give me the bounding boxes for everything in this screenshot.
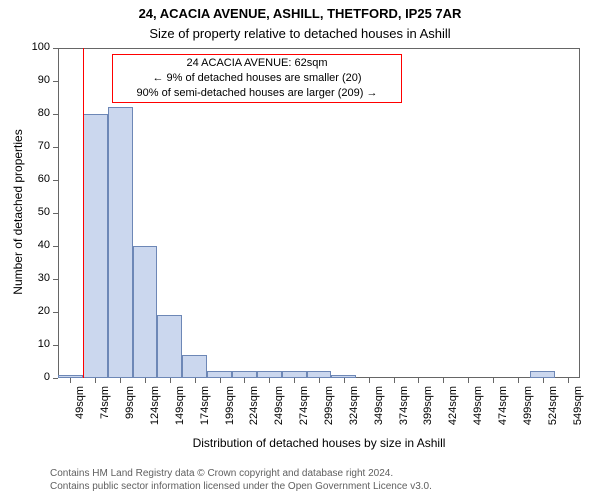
x-tick-label: 524sqm — [547, 386, 559, 436]
x-tick-label: 274sqm — [298, 386, 310, 436]
x-tick-mark — [518, 378, 519, 383]
y-tick-label: 90 — [20, 74, 50, 86]
histogram-bar — [257, 371, 282, 378]
x-tick-label: 249sqm — [273, 386, 285, 436]
histogram-bar — [83, 114, 108, 378]
y-tick-mark — [53, 378, 58, 379]
x-tick-mark — [70, 378, 71, 383]
histogram-bar — [232, 371, 257, 378]
x-tick-mark — [145, 378, 146, 383]
histogram-bar — [157, 315, 182, 378]
x-tick-mark — [418, 378, 419, 383]
annotation-line: 24 ACACIA AVENUE: 62sqm — [115, 56, 399, 71]
chart-title: 24, ACACIA AVENUE, ASHILL, THETFORD, IP2… — [0, 6, 600, 21]
x-tick-mark — [294, 378, 295, 383]
y-tick-mark — [53, 213, 58, 214]
x-tick-label: 549sqm — [572, 386, 584, 436]
y-tick-label: 50 — [20, 206, 50, 218]
histogram-bar — [58, 375, 83, 378]
x-tick-mark — [220, 378, 221, 383]
y-tick-mark — [53, 147, 58, 148]
x-tick-label: 424sqm — [447, 386, 459, 436]
annotation-line: 90% of semi-detached houses are larger (… — [115, 86, 399, 101]
histogram-bar — [530, 371, 555, 378]
x-tick-label: 349sqm — [373, 386, 385, 436]
x-tick-mark — [319, 378, 320, 383]
x-tick-mark — [369, 378, 370, 383]
x-tick-label: 474sqm — [497, 386, 509, 436]
x-tick-mark — [170, 378, 171, 383]
x-tick-label: 399sqm — [422, 386, 434, 436]
x-tick-mark — [543, 378, 544, 383]
histogram-bar — [307, 371, 332, 378]
x-tick-label: 74sqm — [99, 386, 111, 436]
x-tick-label: 124sqm — [149, 386, 161, 436]
y-tick-label: 70 — [20, 140, 50, 152]
y-tick-mark — [53, 81, 58, 82]
histogram-bar — [108, 107, 133, 378]
x-tick-label: 374sqm — [398, 386, 410, 436]
histogram-bar — [133, 246, 158, 378]
x-tick-label: 299sqm — [323, 386, 335, 436]
y-tick-label: 80 — [20, 107, 50, 119]
x-tick-label: 224sqm — [248, 386, 260, 436]
x-tick-mark — [344, 378, 345, 383]
x-tick-mark — [95, 378, 96, 383]
footer-line-2: Contains public sector information licen… — [50, 481, 432, 492]
x-tick-label: 174sqm — [199, 386, 211, 436]
histogram-bar — [207, 371, 232, 378]
x-tick-label: 199sqm — [224, 386, 236, 436]
x-tick-label: 49sqm — [74, 386, 86, 436]
histogram-bar — [182, 355, 207, 378]
x-tick-label: 324sqm — [348, 386, 360, 436]
x-tick-label: 499sqm — [522, 386, 534, 436]
x-tick-mark — [244, 378, 245, 383]
y-tick-label: 10 — [20, 338, 50, 350]
y-tick-label: 100 — [20, 41, 50, 53]
x-tick-mark — [568, 378, 569, 383]
x-tick-mark — [120, 378, 121, 383]
y-tick-mark — [53, 312, 58, 313]
x-tick-label: 449sqm — [472, 386, 484, 436]
y-tick-mark — [53, 246, 58, 247]
histogram-bar — [331, 375, 356, 378]
x-tick-mark — [195, 378, 196, 383]
chart-stage: 24, ACACIA AVENUE, ASHILL, THETFORD, IP2… — [0, 0, 600, 500]
y-tick-mark — [53, 114, 58, 115]
y-tick-label: 40 — [20, 239, 50, 251]
y-tick-mark — [53, 180, 58, 181]
annotation-line: ← 9% of detached houses are smaller (20) — [115, 71, 399, 86]
x-tick-mark — [493, 378, 494, 383]
histogram-bar — [282, 371, 307, 378]
reference-line — [83, 48, 84, 378]
y-tick-label: 30 — [20, 272, 50, 284]
y-tick-mark — [53, 48, 58, 49]
y-tick-label: 20 — [20, 305, 50, 317]
x-tick-mark — [468, 378, 469, 383]
y-tick-mark — [53, 345, 58, 346]
x-axis-label: Distribution of detached houses by size … — [58, 436, 580, 450]
x-tick-label: 149sqm — [174, 386, 186, 436]
chart-subtitle: Size of property relative to detached ho… — [0, 26, 600, 41]
y-tick-label: 60 — [20, 173, 50, 185]
y-tick-mark — [53, 279, 58, 280]
x-tick-label: 99sqm — [124, 386, 136, 436]
x-tick-mark — [443, 378, 444, 383]
annotation-box: 24 ACACIA AVENUE: 62sqm ← 9% of detached… — [112, 54, 402, 103]
x-tick-mark — [394, 378, 395, 383]
x-tick-mark — [269, 378, 270, 383]
y-tick-label: 0 — [20, 371, 50, 383]
footer-line-1: Contains HM Land Registry data © Crown c… — [50, 468, 393, 479]
